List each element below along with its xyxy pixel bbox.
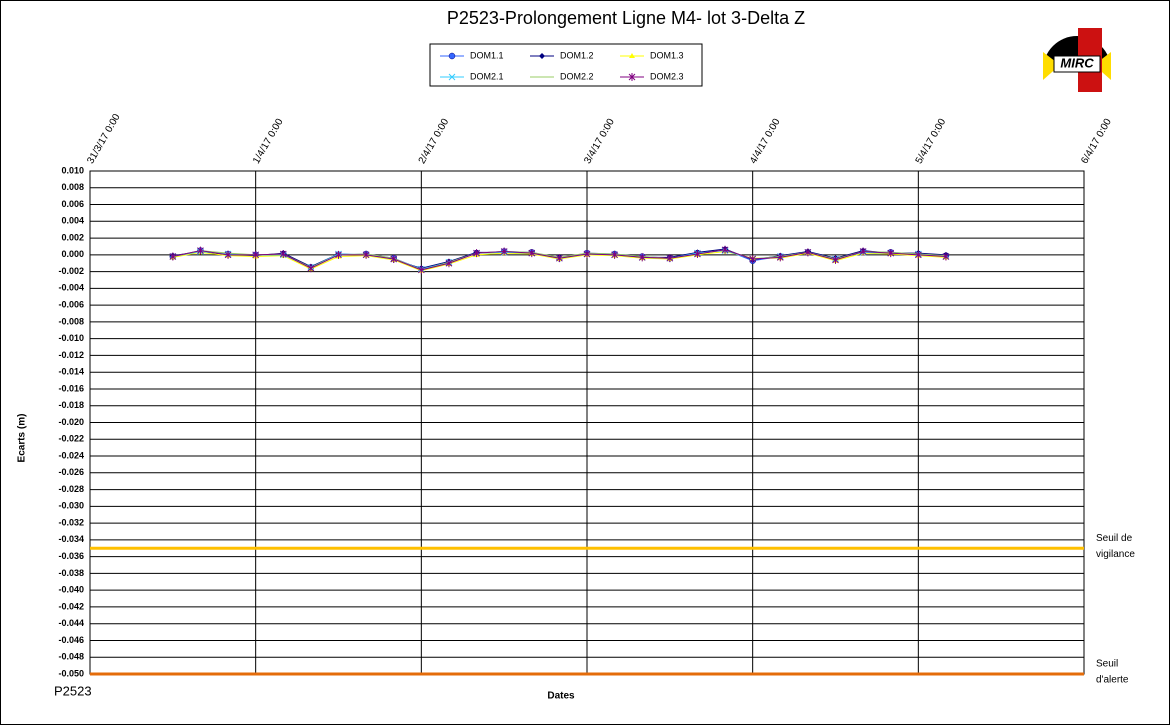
- legend-label: DOM2.2: [560, 71, 594, 81]
- legend-label: DOM1.1: [470, 50, 504, 60]
- x-axis-label: Dates: [547, 691, 575, 702]
- marker: [666, 254, 674, 263]
- legend-marker: [629, 53, 635, 58]
- y-tick-label: -0.038: [58, 568, 84, 578]
- y-tick-label: -0.048: [58, 652, 84, 662]
- marker: [749, 255, 757, 264]
- marker: [252, 250, 260, 259]
- threshold-label: Seuil de: [1096, 533, 1133, 544]
- y-tick-label: -0.014: [58, 367, 84, 377]
- y-tick-label: -0.028: [58, 484, 84, 494]
- legend: [429, 43, 703, 87]
- marker: [473, 249, 480, 258]
- legend-label: DOM2.3: [650, 71, 684, 81]
- y-tick-label: -0.036: [58, 551, 84, 561]
- logo: MIRC: [1043, 28, 1111, 92]
- y-tick-label: -0.044: [58, 618, 84, 628]
- y-tick-label: 0.008: [61, 182, 84, 192]
- marker: [307, 264, 315, 273]
- marker: [528, 249, 536, 258]
- y-tick-label: -0.020: [58, 417, 84, 427]
- y-tick-label: -0.022: [58, 434, 84, 444]
- y-tick-label: -0.008: [58, 316, 84, 326]
- marker: [859, 247, 867, 256]
- legend-marker: [448, 52, 456, 60]
- threshold-label: Seuil: [1096, 659, 1118, 670]
- y-tick-label: -0.012: [58, 350, 84, 360]
- y-tick-label: -0.026: [58, 467, 84, 477]
- marker: [335, 250, 342, 259]
- legend-marker: [448, 73, 456, 81]
- legend-label: DOM2.1: [470, 71, 504, 81]
- y-tick-label: -0.034: [58, 534, 84, 544]
- marker: [445, 259, 453, 268]
- marker: [611, 250, 618, 259]
- marker: [804, 248, 812, 257]
- y-tick-label: -0.046: [58, 635, 84, 645]
- y-tick-label: 0.006: [61, 199, 84, 209]
- marker: [694, 249, 701, 258]
- marker: [362, 250, 370, 259]
- y-tick-label: 0.000: [61, 249, 84, 259]
- y-tick-label: -0.002: [58, 266, 84, 276]
- y-tick-label: -0.032: [58, 517, 84, 527]
- threshold-label: vigilance: [1096, 549, 1135, 560]
- marker: [721, 245, 729, 254]
- y-tick-label: -0.030: [58, 501, 84, 511]
- y-tick-label: 0.010: [61, 165, 84, 175]
- y-tick-label: -0.050: [58, 668, 84, 678]
- marker: [832, 255, 839, 264]
- marker: [556, 254, 563, 263]
- y-tick-label: -0.040: [58, 585, 84, 595]
- marker: [169, 252, 177, 261]
- marker: [583, 249, 591, 258]
- y-tick-label: -0.010: [58, 333, 84, 343]
- y-tick-label: -0.042: [58, 601, 84, 611]
- footer: P2523: [54, 683, 92, 698]
- chart-title: P2523-Prolongement Ligne M4- lot 3-Delta…: [447, 8, 805, 28]
- threshold-label: d'alerte: [1096, 675, 1129, 686]
- marker: [500, 247, 508, 256]
- marker: [390, 255, 398, 264]
- marker: [224, 250, 232, 259]
- marker: [197, 246, 204, 255]
- marker: [914, 250, 922, 259]
- marker: [279, 249, 287, 258]
- marker: [887, 249, 895, 258]
- marker: [417, 265, 425, 274]
- marker: [776, 253, 784, 262]
- y-tick-label: 0.002: [61, 232, 84, 242]
- marker: [942, 252, 950, 261]
- y-tick-label: -0.024: [58, 450, 84, 460]
- y-tick-label: -0.006: [58, 300, 84, 310]
- y-tick-label: -0.016: [58, 383, 84, 393]
- y-tick-label: 0.004: [61, 216, 84, 226]
- y-tick-label: -0.004: [58, 283, 84, 293]
- legend-label: DOM1.2: [560, 50, 594, 60]
- y-tick-label: -0.018: [58, 400, 84, 410]
- y-axis-label: Ecarts (m): [17, 414, 28, 463]
- legend-marker: [539, 53, 545, 59]
- legend-marker: [628, 73, 636, 81]
- legend-label: DOM1.3: [650, 50, 684, 60]
- logo-text: MIRC: [1060, 55, 1094, 70]
- marker: [638, 253, 646, 262]
